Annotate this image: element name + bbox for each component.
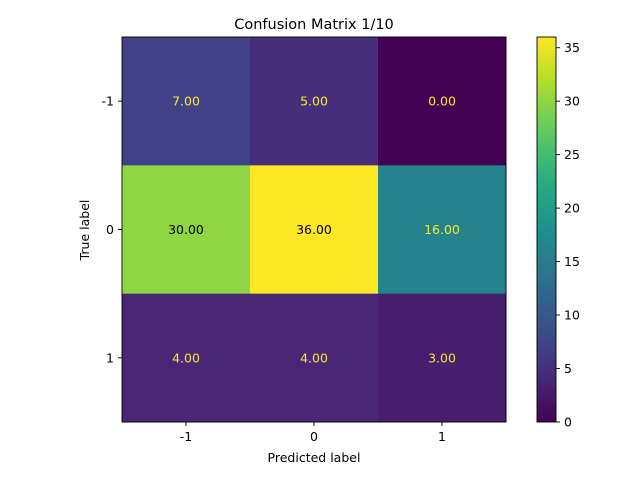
colorbar-tick-label: 15 xyxy=(564,254,580,269)
heatmap-cell xyxy=(250,37,379,166)
cell-value-label: 16.00 xyxy=(424,222,460,237)
y-axis-ticks: -1 0 1 xyxy=(102,94,122,365)
cell-value-label: 7.00 xyxy=(172,94,200,109)
colorbar-ticks: 0 5 10 15 20 25 30 35 xyxy=(556,40,580,430)
cell-value-label: 4.00 xyxy=(172,350,200,365)
cell-value-label: 30.00 xyxy=(168,222,204,237)
x-axis-label: Predicted label xyxy=(268,450,361,465)
colorbar-tick-label: 5 xyxy=(564,361,572,376)
cell-value-label: 5.00 xyxy=(300,94,328,109)
cell-value-label: 3.00 xyxy=(428,350,456,365)
cell-value-label: 0.00 xyxy=(428,94,456,109)
y-tick-label: 1 xyxy=(106,350,114,365)
colorbar-tick-label: 10 xyxy=(564,308,580,323)
cell-value-labels: 7.00 5.00 0.00 30.00 36.00 16.00 4.00 4.00 3.00 xyxy=(168,94,460,366)
colorbar-tick-label: 20 xyxy=(564,201,580,216)
colorbar-tick-label: 35 xyxy=(564,40,580,55)
colorbar-tick-label: 0 xyxy=(564,415,572,430)
x-axis-ticks: -1 0 1 xyxy=(180,422,446,444)
heatmap-cell xyxy=(122,293,251,423)
colorbar-tick-label: 25 xyxy=(564,147,580,162)
heatmap-cells xyxy=(122,37,507,423)
heatmap-cell xyxy=(378,165,507,295)
cell-value-label: 4.00 xyxy=(300,350,328,365)
heatmap-cell xyxy=(378,293,507,423)
y-tick-label: 0 xyxy=(106,222,114,237)
colorbar xyxy=(536,36,557,423)
x-tick-label: -1 xyxy=(180,429,192,444)
heatmap-cell xyxy=(250,165,379,295)
heatmap-cell xyxy=(250,293,379,423)
heatmap-cell xyxy=(122,165,251,295)
chart-title: Confusion Matrix 1/10 xyxy=(234,17,394,33)
y-tick-label: -1 xyxy=(102,94,114,109)
x-tick-label: 1 xyxy=(438,429,446,444)
heatmap-cell xyxy=(122,37,251,166)
cell-value-label: 36.00 xyxy=(296,222,332,237)
x-tick-label: 0 xyxy=(310,429,318,444)
y-axis-label: True label xyxy=(77,200,92,262)
heatmap-cell xyxy=(378,37,507,166)
colorbar-tick-label: 30 xyxy=(564,94,580,109)
